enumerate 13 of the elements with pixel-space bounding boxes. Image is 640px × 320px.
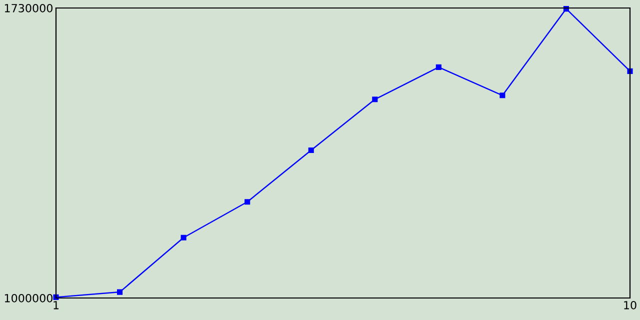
x-tick-label: 1 [54,301,59,310]
y-tick-label: 1000000 [4,294,52,302]
point [117,289,123,295]
point [372,96,378,102]
point [180,234,186,240]
x-tick-label: 10 [624,300,636,310]
y-tick-label: 1730000 [4,4,52,12]
point [308,147,314,153]
point [627,68,633,74]
point [436,64,442,70]
point [500,92,506,98]
point [244,199,250,205]
point [53,294,59,300]
